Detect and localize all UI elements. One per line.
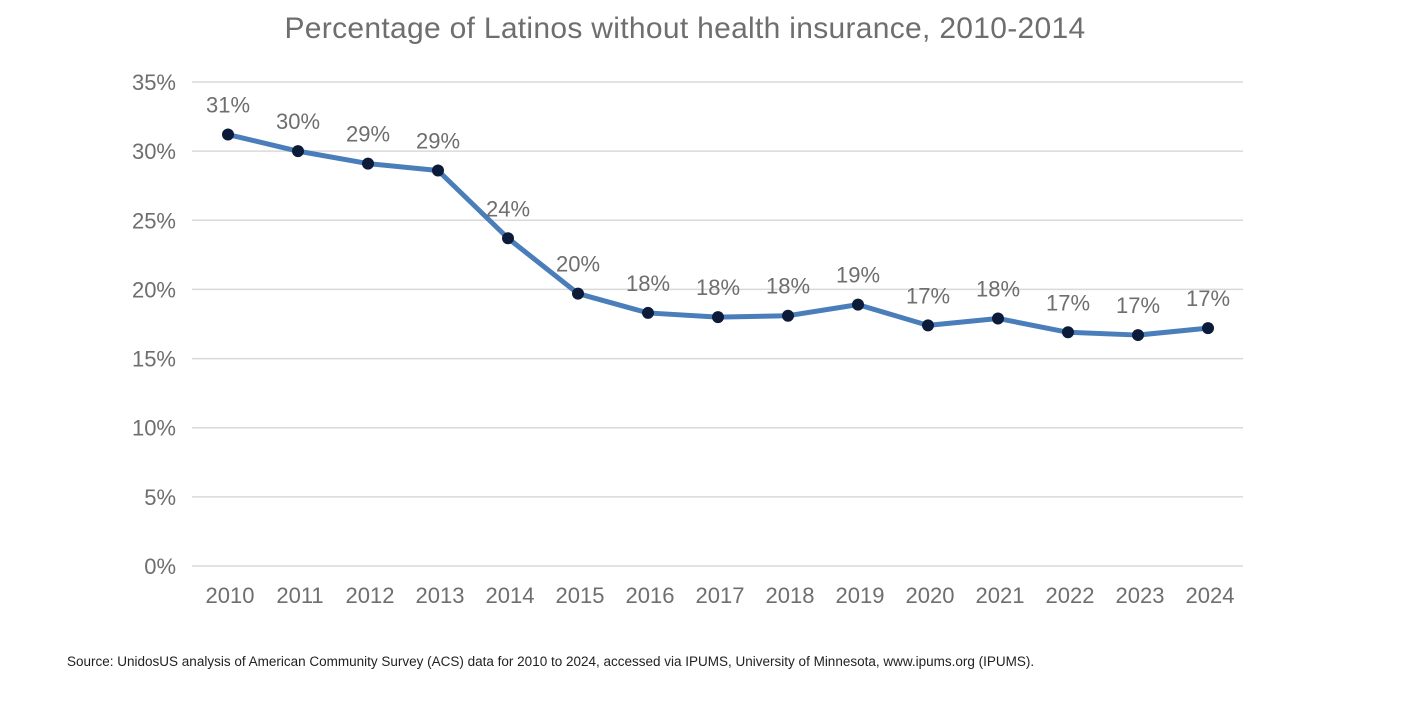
data-point [852, 298, 864, 311]
x-tick-label: 2010 [206, 583, 255, 608]
data-label: 31% [206, 93, 250, 118]
data-point [572, 287, 584, 300]
x-tick-label: 2015 [556, 583, 605, 608]
y-axis-tick-labels: 0% 5% 10% 15% 20% 25% 30% 35% [132, 70, 176, 579]
y-tick-label: 0% [144, 554, 176, 579]
data-point [1202, 322, 1214, 335]
x-tick-label: 2014 [486, 583, 535, 608]
data-label: 18% [976, 276, 1020, 301]
data-point [432, 164, 444, 177]
data-label: 29% [416, 129, 460, 154]
data-label: 17% [1046, 290, 1090, 315]
data-point [222, 128, 234, 141]
data-point [712, 311, 724, 324]
x-tick-label: 2012 [346, 583, 395, 608]
x-tick-label: 2019 [836, 583, 885, 608]
data-label: 17% [1116, 293, 1160, 318]
x-tick-label: 2023 [1116, 583, 1165, 608]
data-point [1062, 326, 1074, 339]
data-point [642, 306, 654, 319]
x-tick-label: 2018 [766, 583, 815, 608]
source-note: Source: UnidosUS analysis of American Co… [67, 654, 1035, 669]
data-label: 29% [346, 122, 390, 147]
y-tick-label: 20% [132, 277, 176, 302]
data-label: 24% [486, 196, 530, 221]
line-chart: 0%5%10%15%20%25%30%35% 2010 2011 2012 2013 2… [132, 70, 1243, 608]
data-point [502, 232, 514, 245]
gridlines [192, 81, 1243, 567]
data-label: 18% [626, 271, 670, 296]
x-tick-label: 2022 [1046, 583, 1095, 608]
x-tick-label: 2017 [696, 583, 745, 608]
y-tick-label: 5% [144, 485, 176, 510]
x-tick-label: 2016 [626, 583, 675, 608]
data-label: 30% [276, 109, 320, 134]
data-point [922, 319, 934, 332]
data-label: 17% [1186, 286, 1230, 311]
data-label: 18% [696, 275, 740, 300]
data-point [362, 157, 374, 170]
data-label: 17% [906, 283, 950, 308]
y-tick-label: 15% [132, 347, 176, 372]
data-label: 18% [766, 274, 810, 299]
data-labels: 31% 30% 29% 29% 24% 20% 18% 18% 18% 19% 17% 18% 17% 1… [206, 93, 1230, 319]
x-tick-label: 2011 [276, 583, 323, 608]
data-points [222, 128, 1214, 342]
data-point [782, 309, 794, 322]
y-tick-label: 30% [132, 139, 176, 164]
x-axis-tick-labels: 2010 2011 2012 2013 2014 2015 2016 2017 2018 2019… [206, 583, 1235, 608]
y-tick-label: 10% [132, 416, 176, 441]
x-tick-label: 2024 [1186, 583, 1235, 608]
data-point [292, 145, 304, 158]
y-tick-label: 35% [132, 70, 176, 95]
chart-title: Percentage of Latinos without health ins… [284, 12, 1086, 45]
data-label: 20% [556, 252, 600, 277]
x-tick-label: 2013 [416, 583, 465, 608]
y-tick-label: 25% [132, 208, 176, 233]
data-point [992, 312, 1004, 325]
x-tick-label: 2020 [906, 583, 955, 608]
data-label: 19% [836, 263, 880, 288]
data-point [1132, 329, 1144, 342]
x-tick-label: 2021 [976, 583, 1025, 608]
